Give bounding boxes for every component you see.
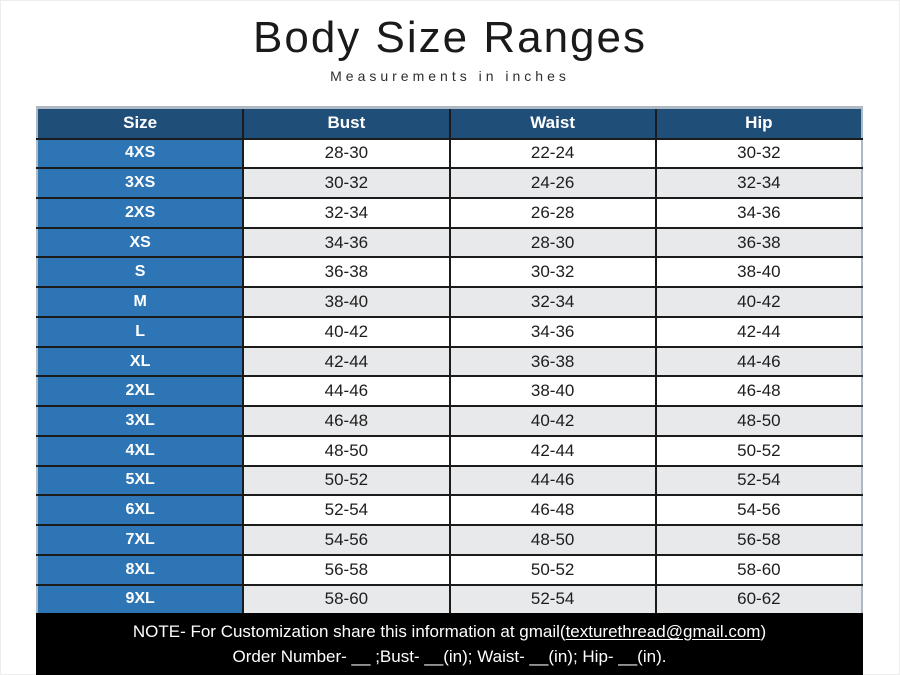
table-row: 6XL 52-54 46-48 54-56	[35, 494, 864, 527]
value-cell: 34-36	[242, 226, 451, 259]
table-row: 7XL 54-56 48-50 56-58	[35, 524, 864, 556]
value-cell: 56-58	[654, 524, 864, 556]
value-cell: 38-40	[448, 375, 657, 408]
size-cell: XL	[35, 345, 245, 378]
value-cell: 36-38	[654, 226, 864, 259]
value-cell: 30-32	[448, 256, 657, 289]
table-row: 9XL 58-60 52-54 60-62	[35, 583, 864, 613]
value-cell: 52-54	[448, 583, 657, 613]
table-row: 4XL 48-50 42-44 50-52	[35, 434, 864, 467]
value-cell: 60-62	[654, 583, 864, 613]
value-cell: 42-44	[242, 345, 451, 378]
value-cell: 44-46	[242, 375, 451, 408]
value-cell: 36-38	[448, 345, 657, 378]
value-cell: 22-24	[448, 137, 657, 170]
value-cell: 50-52	[654, 434, 864, 467]
value-cell: 54-56	[242, 524, 451, 556]
size-cell: L	[35, 315, 245, 348]
table-row: 8XL 56-58 50-52 58-60	[35, 553, 864, 586]
note-line-1-suffix: )	[760, 622, 767, 641]
value-cell: 34-36	[654, 196, 864, 229]
value-cell: 52-54	[242, 494, 451, 527]
note-line-2: Order Number- __ ;Bust- __(in); Waist- _…	[232, 647, 667, 666]
header-cell-waist: Waist	[448, 106, 657, 140]
email-link[interactable]: texturethread@gmail.com	[565, 622, 761, 641]
value-cell: 40-42	[654, 286, 864, 318]
size-cell: 7XL	[35, 524, 245, 556]
value-cell: 48-50	[448, 524, 657, 556]
value-cell: 42-44	[448, 434, 657, 467]
value-cell: 46-48	[242, 405, 451, 437]
value-cell: 56-58	[242, 553, 451, 586]
header-cell-hip: Hip	[654, 106, 864, 140]
table-row: 5XL 50-52 44-46 52-54	[35, 464, 864, 497]
value-cell: 46-48	[654, 375, 864, 408]
table-row: XL 42-44 36-38 44-46	[35, 345, 864, 378]
size-cell: XS	[35, 226, 245, 259]
note-line-1: NOTE- For Customization share this infor…	[36, 619, 863, 644]
value-cell: 30-32	[242, 167, 451, 199]
value-cell: 40-42	[448, 405, 657, 437]
value-cell: 36-38	[242, 256, 451, 289]
value-cell: 28-30	[242, 137, 451, 170]
value-cell: 26-28	[448, 196, 657, 229]
page-subtitle: Measurements in inches	[330, 67, 570, 84]
size-cell: 5XL	[35, 464, 245, 497]
value-cell: 38-40	[242, 286, 451, 318]
table-row: S 36-38 30-32 38-40	[35, 256, 864, 289]
table-row: 4XS 28-30 22-24 30-32	[35, 137, 864, 170]
size-cell: 2XS	[35, 196, 245, 229]
size-cell: 3XL	[35, 405, 245, 437]
value-cell: 58-60	[242, 583, 451, 613]
table-row: L 40-42 34-36 42-44	[35, 315, 864, 348]
size-cell: 9XL	[35, 583, 245, 613]
value-cell: 52-54	[654, 464, 864, 497]
value-cell: 48-50	[654, 405, 864, 437]
value-cell: 48-50	[242, 434, 451, 467]
table-row: 2XL 44-46 38-40 46-48	[35, 375, 864, 408]
note-line-1-prefix: NOTE- For Customization share this infor…	[132, 622, 566, 641]
value-cell: 42-44	[654, 315, 864, 348]
value-cell: 40-42	[242, 315, 451, 348]
value-cell: 58-60	[654, 553, 864, 586]
size-cell: 4XS	[35, 137, 245, 170]
header-cell-bust: Bust	[242, 106, 451, 140]
value-cell: 34-36	[448, 315, 657, 348]
value-cell: 28-30	[448, 226, 657, 259]
table-row: 2XS 32-34 26-28 34-36	[35, 196, 864, 229]
header-row: Size Bust Waist Hip	[35, 106, 864, 140]
size-cell: 4XL	[35, 434, 245, 467]
value-cell: 46-48	[448, 494, 657, 527]
value-cell: 32-34	[654, 167, 864, 199]
value-cell: 38-40	[654, 256, 864, 289]
size-cell: S	[35, 256, 245, 289]
table-row: 3XL 46-48 40-42 48-50	[35, 405, 864, 437]
table-body: 4XS 28-30 22-24 30-32 3XS 30-32 24-26 32-34 2XS 3…	[35, 137, 864, 613]
value-cell: 24-26	[448, 167, 657, 199]
table-row: XS 34-36 28-30 36-38	[35, 226, 864, 259]
value-cell: 44-46	[448, 464, 657, 497]
table-row: M 38-40 32-34 40-42	[35, 286, 864, 318]
value-cell: 32-34	[448, 286, 657, 318]
header-cell-size: Size	[35, 106, 245, 140]
value-cell: 50-52	[448, 553, 657, 586]
value-cell: 50-52	[242, 464, 451, 497]
size-cell: 3XS	[35, 167, 245, 199]
value-cell: 32-34	[242, 196, 451, 229]
value-cell: 30-32	[654, 137, 864, 170]
size-chart-table: Size Bust Waist Hip 4XS 28-30 22-24 30-32 3XS 30…	[35, 106, 864, 613]
size-cell: 2XL	[35, 375, 245, 408]
value-cell: 54-56	[654, 494, 864, 527]
size-cell: M	[35, 286, 245, 318]
table-row: 3XS 30-32 24-26 32-34	[35, 167, 864, 199]
size-chart: Size Bust Waist Hip 4XS 28-30 22-24 30-32 3XS 30…	[35, 106, 864, 675]
size-cell: 6XL	[35, 494, 245, 527]
value-cell: 44-46	[654, 345, 864, 378]
size-cell: 8XL	[35, 553, 245, 586]
page-title: Body Size Ranges	[253, 13, 647, 62]
note-bar: NOTE- For Customization share this infor…	[36, 613, 863, 675]
